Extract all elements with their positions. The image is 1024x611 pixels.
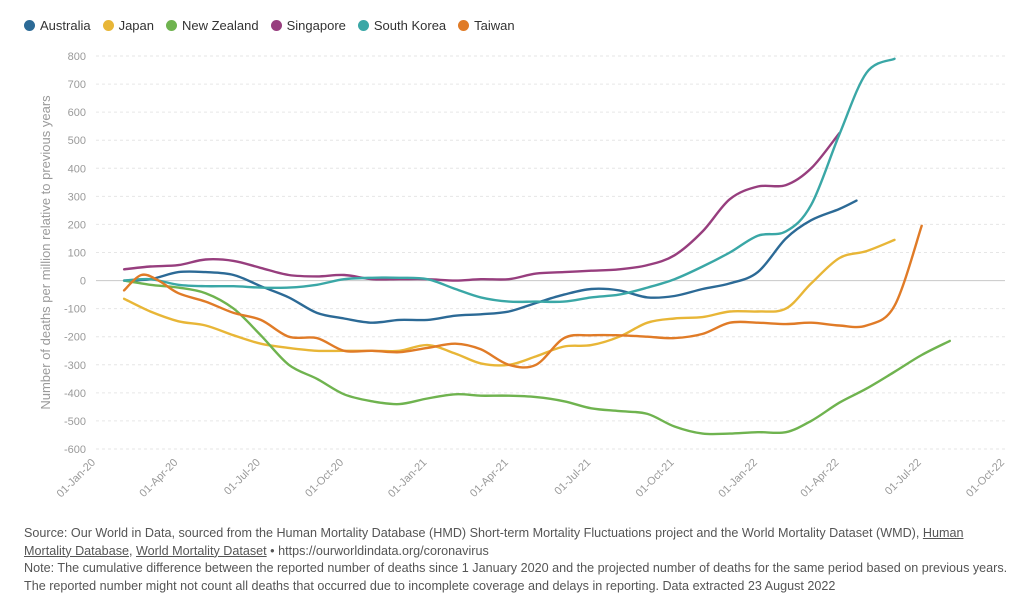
x-tick-label: 01-Jul-22: [883, 457, 924, 498]
legend-swatch: [24, 19, 35, 31]
x-tick-label: 01-Apr-20: [137, 457, 180, 500]
legend-item-south-korea[interactable]: South Korea: [357, 17, 447, 33]
y-tick-label: 200: [68, 219, 86, 231]
legend-label: Australia: [40, 17, 91, 33]
x-tick-label: 01-Jan-21: [386, 457, 430, 501]
y-tick-label: 800: [68, 51, 86, 63]
source-text: Source: Our World in Data, sourced from …: [24, 525, 1009, 560]
legend-item-australia[interactable]: Australia: [24, 18, 91, 33]
series-line-new-zealand: [122, 279, 951, 436]
y-tick-label: 400: [68, 163, 86, 175]
series-line-singapore: [122, 132, 841, 282]
y-tick-label: 300: [68, 191, 86, 203]
legend-item-taiwan[interactable]: Taiwan: [458, 17, 515, 33]
x-tick-label: 01-Apr-21: [468, 457, 511, 500]
legend-swatch: [270, 19, 282, 31]
y-tick-label: 500: [68, 135, 86, 147]
legend-swatch: [458, 19, 470, 31]
y-tick-label: -100: [64, 304, 86, 316]
legend-item-new-zealand[interactable]: New Zealand: [166, 18, 259, 33]
y-tick-label: -500: [64, 416, 86, 428]
source-prefix: Source: Our World in Data, sourced from …: [24, 526, 923, 540]
y-tick-label: -600: [64, 444, 86, 456]
source-url: • https://ourworldindata.org/coronavirus: [266, 543, 489, 558]
y-tick-label: 700: [68, 79, 86, 91]
series-line-south-korea: [122, 57, 896, 304]
y-tick-label: 0: [80, 276, 86, 288]
y-tick-label: 600: [68, 107, 86, 119]
y-tick-label: -200: [64, 332, 86, 344]
x-tick-label: 01-Jan-22: [716, 457, 760, 501]
y-tick-label: -300: [64, 360, 86, 372]
note-text: Note: The cumulative difference between …: [24, 561, 1008, 593]
y-axis-title: Number of deaths per million relative to…: [38, 95, 53, 410]
x-tick-label: 01-Oct-22: [964, 457, 1007, 500]
hmd-link[interactable]: Human Mortality Database: [24, 526, 964, 558]
series-line-australia: [122, 199, 858, 324]
y-tick-label: 100: [68, 248, 86, 260]
series-line-taiwan: [122, 224, 923, 369]
legend-label: South Korea: [373, 17, 447, 33]
wmd-link[interactable]: World Mortality Dataset: [136, 543, 267, 558]
legend-swatch: [357, 19, 369, 31]
legend-label: New Zealand: [182, 17, 259, 33]
x-tick-label: 01-Jul-21: [552, 457, 593, 498]
legend-label: Japan: [118, 17, 154, 33]
chart-legend: Australia Japan New Zealand Singapore South …: [24, 15, 515, 35]
legend-label: Singapore: [286, 17, 346, 33]
line-chart: 800 700 600 500 400 300 200 100 0 -100 -200 -300 -40…: [38, 51, 1007, 501]
y-tick-label: -400: [64, 388, 86, 400]
legend-item-singapore[interactable]: Singapore: [270, 17, 346, 33]
link-separator: ,: [129, 543, 136, 558]
legend-swatch: [166, 19, 177, 31]
x-tick-label: 01-Oct-21: [634, 457, 677, 500]
legend-swatch: [102, 19, 114, 31]
legend-item-japan[interactable]: Japan: [102, 17, 154, 33]
x-tick-label: 01-Jan-20: [55, 457, 99, 501]
x-tick-label: 01-Apr-22: [798, 457, 841, 500]
legend-label: Taiwan: [474, 17, 515, 33]
chart-footer: Source: Our World in Data, sourced from …: [24, 525, 1009, 595]
x-tick-label: 01-Oct-20: [303, 457, 346, 500]
x-tick-label: 01-Jul-20: [222, 457, 263, 498]
